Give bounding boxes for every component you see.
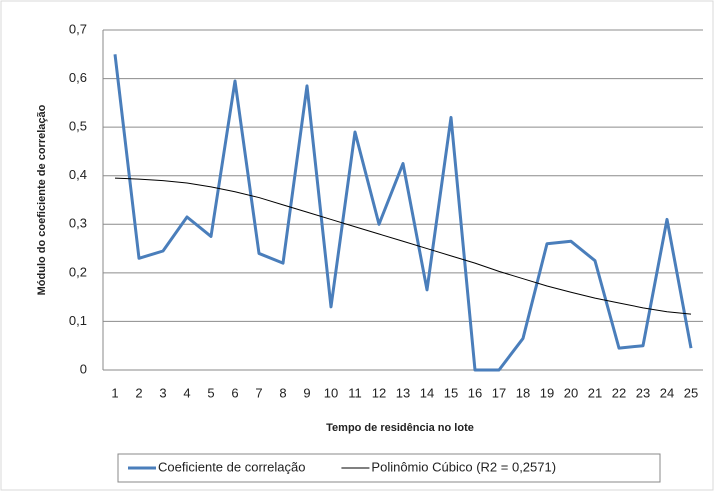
x-tick-label: 23	[636, 385, 650, 400]
y-tick-label: 0,4	[69, 167, 87, 182]
x-tick-label: 11	[348, 385, 362, 400]
x-tick-label: 13	[396, 385, 410, 400]
series-line	[114, 177, 692, 315]
x-tick-label: 21	[588, 385, 602, 400]
x-tick-label: 5	[207, 385, 214, 400]
x-tick-label: 19	[540, 385, 554, 400]
x-tick-label: 12	[372, 385, 386, 400]
y-tick-label: 0,7	[69, 21, 87, 36]
x-tick-label: 8	[279, 385, 286, 400]
x-tick-label: 22	[612, 385, 626, 400]
x-tick-label: 14	[420, 385, 434, 400]
x-tick-label: 1	[111, 385, 118, 400]
y-tick-label: 0,5	[69, 119, 87, 134]
legend-box	[117, 453, 661, 483]
series-line	[113, 54, 693, 372]
y-tick-label: 0,1	[69, 313, 87, 328]
x-tick-label: 20	[564, 385, 578, 400]
x-tick-label: 24	[660, 385, 674, 400]
legend-label: Polinômio Cúbico (R2 = 0,2571)	[371, 459, 556, 474]
x-tick-label: 16	[468, 385, 482, 400]
x-tick-label: 15	[444, 385, 458, 400]
y-tick-label: 0,6	[69, 70, 87, 85]
x-tick-label: 18	[516, 385, 530, 400]
x-tick-label: 9	[303, 385, 310, 400]
y-axis-title: Módulo do coeficiente de correlação	[36, 104, 48, 295]
x-tick-label: 7	[255, 385, 262, 400]
x-axis-title: Tempo de residência no lote	[326, 422, 474, 434]
y-tick-label: 0,2	[69, 264, 87, 279]
x-tick-label: 6	[231, 385, 238, 400]
x-tick-label: 4	[183, 385, 190, 400]
x-tick-label: 2	[135, 385, 142, 400]
y-tick-label: 0	[80, 361, 87, 376]
x-tick-label: 10	[324, 385, 338, 400]
legend-label: Coeficiente de correlação	[158, 459, 305, 474]
x-tick-label: 25	[684, 385, 698, 400]
y-tick-label: 0,3	[69, 216, 87, 231]
x-tick-label: 17	[492, 385, 506, 400]
x-tick-label: 3	[159, 385, 166, 400]
